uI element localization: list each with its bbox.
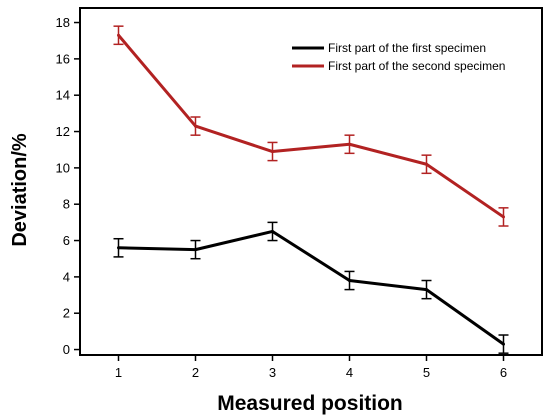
series-layer (113, 25, 509, 354)
x-tick-label: 5 (423, 365, 430, 380)
y-tick-label: 10 (56, 160, 70, 175)
y-axis-title: Deviation/% (9, 133, 31, 247)
data-point (348, 142, 351, 146)
legend-label-1: First part of the first specimen (328, 41, 486, 55)
x-tick-label: 1 (115, 365, 122, 380)
legend: First part of the first specimen First pa… (292, 41, 505, 73)
data-point (117, 33, 120, 37)
x-tick-label: 2 (192, 365, 199, 380)
data-point (348, 279, 351, 283)
y-tick-label: 2 (63, 306, 70, 321)
data-point (194, 248, 197, 252)
y-tick-label: 6 (63, 233, 70, 248)
data-point (502, 342, 505, 346)
x-tick-label: 6 (500, 365, 507, 380)
x-axis-ticks: 1 2 3 4 5 6 (115, 355, 507, 380)
y-tick-label: 8 (63, 197, 70, 212)
y-axis-ticks: 0 2 4 6 8 10 12 14 16 18 (56, 15, 80, 357)
y-tick-label: 4 (63, 269, 70, 284)
y-tick-label: 16 (56, 51, 70, 66)
data-point (425, 162, 428, 166)
y-tick-label: 0 (63, 342, 70, 357)
series-line-2 (117, 34, 505, 219)
data-point (425, 288, 428, 292)
series-line-1 (118, 229, 505, 346)
data-point (271, 229, 274, 233)
data-point (502, 215, 505, 219)
y-tick-label: 12 (56, 124, 70, 139)
data-point (194, 124, 197, 128)
x-tick-label: 3 (269, 365, 276, 380)
data-point (271, 150, 274, 154)
x-axis-title: Measured position (217, 392, 403, 415)
y-tick-label: 14 (56, 88, 70, 103)
plot-frame (79, 7, 543, 356)
x-tick-label: 4 (346, 365, 353, 380)
data-point (117, 246, 120, 250)
legend-label-2: First part of the second specimen (328, 59, 505, 73)
y-tick-label: 18 (56, 15, 70, 30)
